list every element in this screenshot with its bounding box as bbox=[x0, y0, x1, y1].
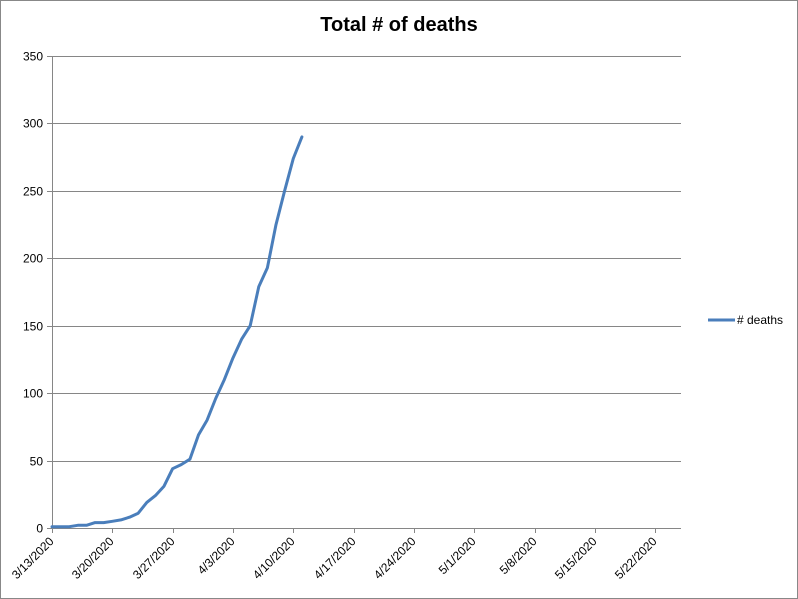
tick-label-x: 5/22/2020 bbox=[612, 534, 660, 582]
tick-label-x: 4/3/2020 bbox=[195, 534, 238, 577]
tick-label-x: 5/8/2020 bbox=[497, 534, 540, 577]
axes: 0 50 100 150 200 250 300 350 3/13/2020 3/20/2020 3… bbox=[9, 50, 681, 582]
tick-label-x: 4/17/2020 bbox=[311, 534, 359, 582]
series-line bbox=[50, 135, 304, 529]
legend-label: # deaths bbox=[737, 313, 783, 327]
tick-label-x: 3/20/2020 bbox=[69, 534, 117, 582]
tick-label-y: 150 bbox=[23, 320, 43, 334]
legend: # deaths bbox=[708, 313, 783, 327]
tick-label-x: 4/10/2020 bbox=[250, 534, 298, 582]
tick-label-x: 4/24/2020 bbox=[371, 534, 419, 582]
tick-label-y: 250 bbox=[23, 185, 43, 199]
tick-label-y: 100 bbox=[23, 387, 43, 401]
gridlines bbox=[52, 56, 681, 462]
chart-title: Total # of deaths bbox=[320, 14, 478, 36]
tick-label-y: 50 bbox=[30, 455, 44, 469]
tick-label-y: 300 bbox=[23, 117, 43, 131]
tick-label-y: 200 bbox=[23, 252, 43, 266]
tick-label-x: 3/27/2020 bbox=[130, 534, 178, 582]
tick-label-x: 5/1/2020 bbox=[436, 534, 479, 577]
tick-label-x: 5/15/2020 bbox=[552, 534, 600, 582]
tick-label-y: 0 bbox=[36, 522, 43, 536]
tick-label-x: 3/13/2020 bbox=[9, 534, 57, 582]
series-layer bbox=[50, 135, 304, 529]
tick-label-y: 350 bbox=[23, 50, 43, 64]
